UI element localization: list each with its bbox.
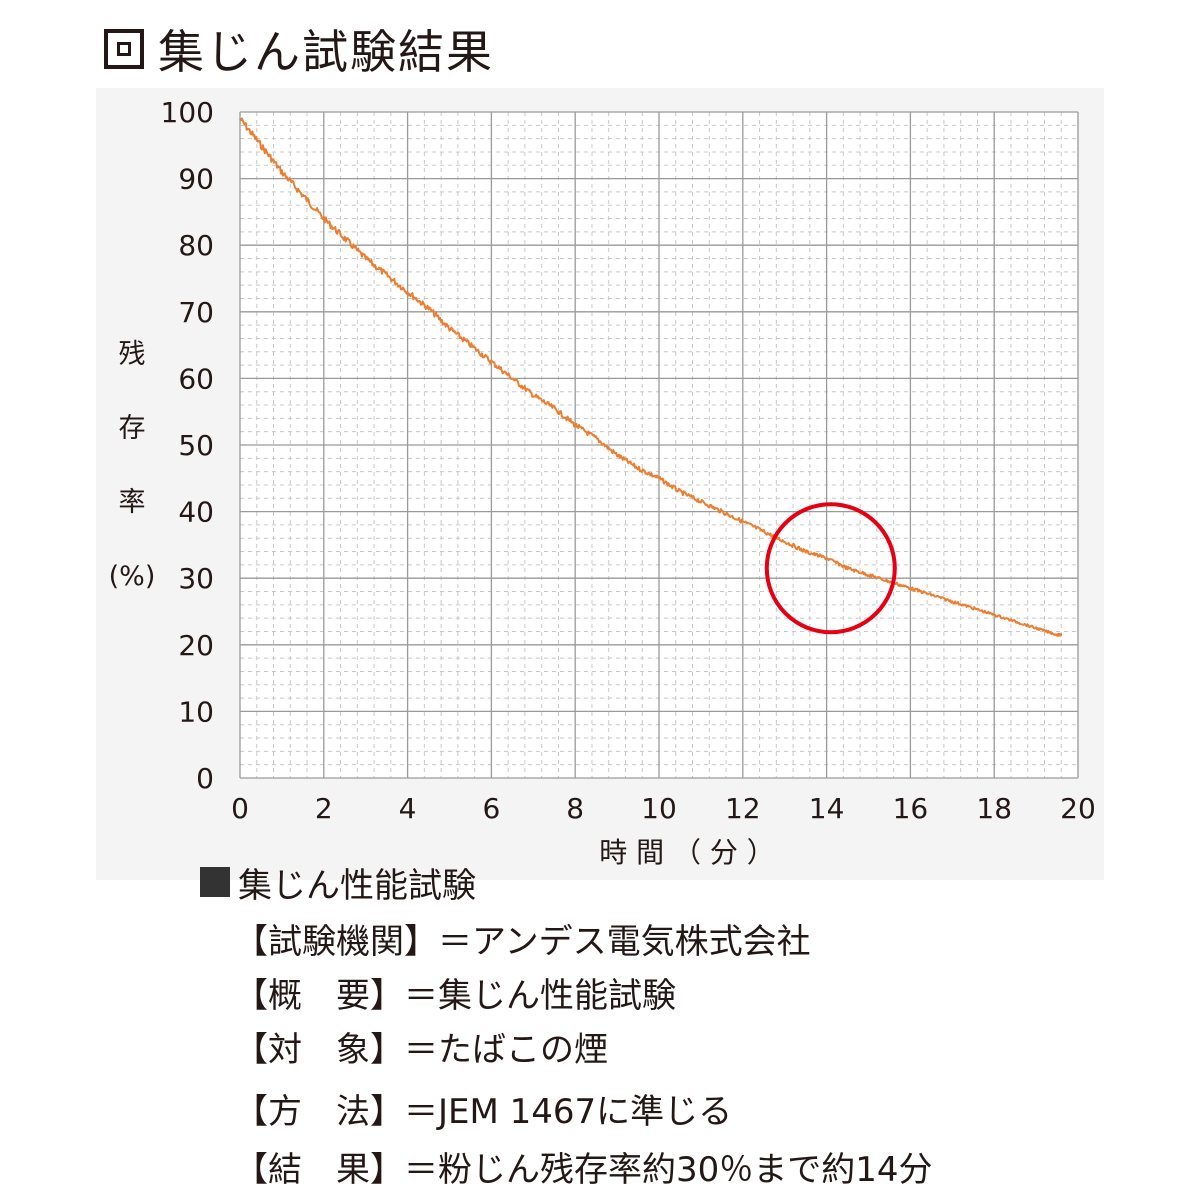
title-text: 集じん試験結果 [158, 25, 494, 79]
info-line-method: 【方 法】＝JEM 1467に準じる [234, 1092, 733, 1132]
x-tick-label: 0 [231, 792, 249, 825]
info-line-target: 【対 象】＝たばこの煙 [234, 1030, 608, 1070]
x-tick-label: 6 [482, 792, 500, 825]
y-tick-label: 50 [178, 429, 214, 462]
y-tick-label: 70 [178, 296, 214, 329]
info-line-result: 【結 果】＝粉じん残存率約30％まで約14分 [234, 1150, 933, 1190]
y-axis-label: 残 存 率 (%) [106, 318, 158, 614]
y-tick-label: 10 [178, 695, 214, 728]
y-tick-label: 40 [178, 496, 214, 529]
x-axis-label: 時 間 （ 分 ） [599, 836, 775, 869]
x-tick-label: 14 [809, 792, 845, 825]
x-tick-label: 20 [1060, 792, 1096, 825]
x-tick-label: 10 [641, 792, 677, 825]
y-label-char: 存 [118, 413, 146, 444]
y-tick-label: 30 [178, 562, 214, 595]
y-tick-label: 20 [178, 629, 214, 662]
info-heading-text: 集じん性能試験 [238, 865, 476, 906]
x-tick-label: 18 [976, 792, 1012, 825]
y-tick-label: 80 [178, 229, 214, 262]
info-line-summary: 【概 要】＝集じん性能試験 [234, 976, 676, 1016]
y-tick-label: 0 [196, 762, 214, 795]
x-tick-label: 16 [893, 792, 929, 825]
y-label-char: 残 [118, 339, 146, 370]
x-tick-label: 8 [566, 792, 584, 825]
y-tick-label: 90 [178, 163, 214, 196]
highlight-circle [764, 502, 897, 635]
y-tick-label: 60 [178, 362, 214, 395]
x-tick-label: 12 [725, 792, 761, 825]
series-line [239, 117, 1063, 637]
y-label-char: (%) [108, 561, 156, 592]
title-square-icon [104, 29, 144, 69]
info-heading: 集じん性能試験 [200, 858, 476, 906]
x-tick-label: 2 [315, 792, 333, 825]
test-info: 集じん性能試験 【試験機関】＝アンデス電気株式会社 【概 要】＝集じん性能試験 … [200, 858, 933, 1190]
chart-title: 集じん試験結果 [104, 18, 494, 80]
x-tick-label: 4 [399, 792, 417, 825]
black-square-icon [200, 867, 230, 897]
info-line-lab: 【試験機関】＝アンデス電気株式会社 [234, 922, 811, 962]
y-tick-label: 100 [161, 96, 214, 129]
y-label-char: 率 [118, 487, 146, 518]
